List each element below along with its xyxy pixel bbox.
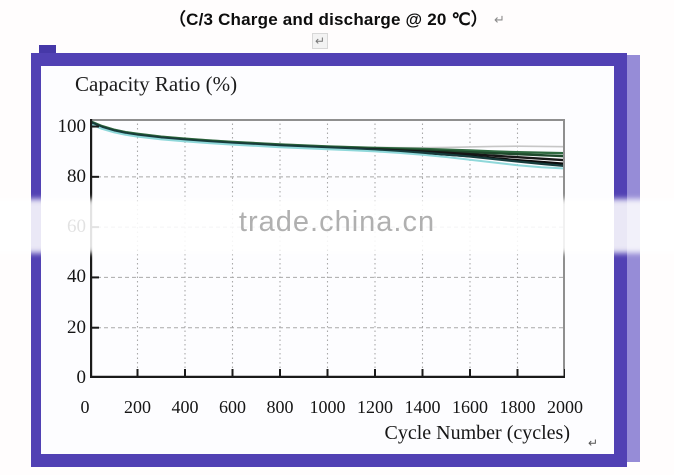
x-tick-label: 800 [266, 397, 294, 417]
frame-shadow [627, 55, 640, 462]
y-tick-label: 80 [67, 165, 86, 187]
watermark-text: trade.china.cn [238, 206, 436, 238]
y-tick-label: 100 [57, 115, 87, 137]
x-tick-label: 2000 [547, 397, 583, 417]
x-tick-label: 1800 [499, 397, 536, 417]
y-tick-label: 0 [76, 367, 87, 388]
x-tick-label: 1200 [357, 397, 393, 417]
return-mark-icon: ↵ [588, 436, 599, 450]
return-mark-icon: ↵ [493, 12, 506, 27]
chart-frame [31, 53, 627, 467]
x-axis-title: Cycle Number (cycles) [384, 422, 570, 444]
x-tick-label: 200 [124, 397, 151, 417]
series-7-cyan [90, 123, 565, 170]
x-tick-label: 1000 [309, 397, 346, 417]
x-tick-label: 400 [171, 397, 199, 417]
chart-title: Capacity Ratio (%) [75, 72, 238, 96]
x-tick-label: 1600 [452, 397, 488, 417]
return-mark-icon: ↵ [312, 33, 329, 49]
y-tick-label: 20 [67, 316, 86, 338]
series-6-teal [90, 120, 565, 168]
page-title-text: （C/3 Charge and discharge @ 20 ℃） [168, 10, 488, 29]
x-tick-label: 600 [219, 397, 246, 417]
x-tick-label: 0 [80, 397, 90, 417]
page-title: （C/3 Charge and discharge @ 20 ℃） ↵ [0, 5, 674, 30]
x-tick-label: 1400 [404, 397, 441, 417]
frame-anchor-notch [39, 45, 56, 54]
y-tick-label: 40 [67, 266, 86, 288]
watermark-band [0, 199, 674, 253]
